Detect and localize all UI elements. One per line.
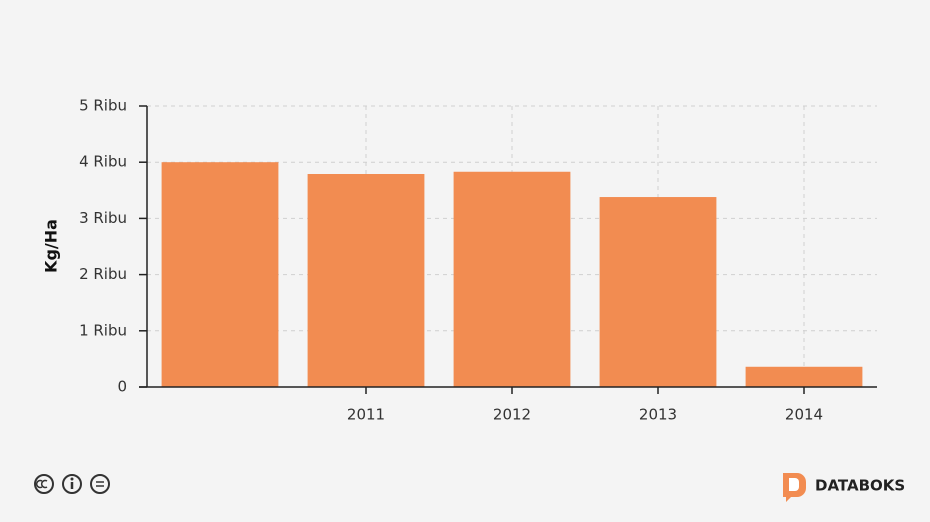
bar bbox=[599, 197, 717, 387]
y-tick-label: 5 Ribu bbox=[79, 97, 127, 115]
bar bbox=[453, 171, 571, 387]
y-tick-label: 4 Ribu bbox=[79, 153, 127, 171]
brand-logo bbox=[783, 473, 806, 502]
y-tick-label: 1 Ribu bbox=[79, 321, 127, 339]
license-icons bbox=[34, 474, 110, 494]
bar bbox=[161, 162, 279, 387]
x-tick-label: 2013 bbox=[639, 406, 677, 424]
x-tick-label: 2011 bbox=[347, 406, 385, 424]
bar bbox=[307, 174, 425, 387]
x-tick-label: 2012 bbox=[493, 406, 531, 424]
x-tick-label: 2014 bbox=[785, 406, 823, 424]
bar bbox=[745, 366, 863, 387]
y-tick-label: 0 bbox=[117, 378, 127, 396]
brand-name: DATABOKS bbox=[815, 477, 905, 495]
y-tick-label: 3 Ribu bbox=[79, 209, 127, 227]
y-axis-label: Kg/Ha bbox=[42, 219, 61, 273]
y-tick-label: 2 Ribu bbox=[79, 265, 127, 283]
